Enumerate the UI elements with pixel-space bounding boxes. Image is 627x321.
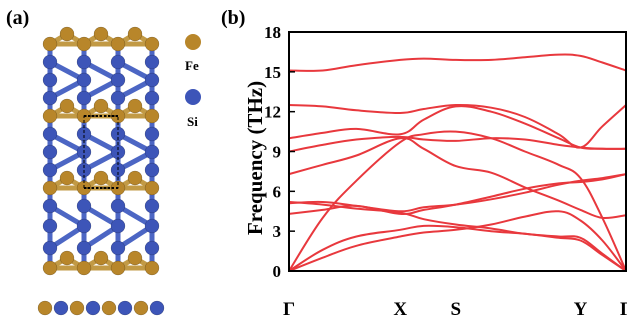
fe-atom — [76, 260, 92, 276]
si-atom — [42, 54, 58, 70]
fe-atom — [93, 170, 109, 186]
si-atom — [42, 72, 58, 88]
legend-si-marker — [185, 89, 201, 105]
phonon-branch-11 — [288, 210, 627, 272]
fe-atom — [76, 36, 92, 52]
si-atom — [110, 240, 126, 256]
si-atom — [110, 218, 126, 234]
fe-atom — [42, 36, 58, 52]
x-tick-label: Y — [574, 299, 588, 320]
si-atom — [42, 162, 58, 178]
legend: Fe Si — [185, 34, 201, 129]
fe-atom — [42, 260, 58, 276]
fe-atom — [93, 26, 109, 42]
si-atom — [42, 198, 58, 214]
si-atom — [42, 90, 58, 106]
fe-atom — [42, 108, 58, 124]
fe-atom — [144, 108, 160, 124]
phonon-branch-8 — [288, 173, 627, 215]
si-atom — [76, 72, 92, 88]
si-atom — [110, 72, 126, 88]
fe-atom — [42, 180, 58, 196]
phonon-branch-9 — [288, 201, 627, 272]
phonon-plot: 0 3 6 9 12 15 18 Γ X S Y Γ — [264, 23, 627, 320]
fe-atom — [144, 180, 160, 196]
fe-atom — [59, 26, 75, 42]
si-atom — [42, 218, 58, 234]
legend-fe-label: Fe — [185, 58, 199, 73]
si-atom — [110, 90, 126, 106]
fe-atom — [93, 98, 109, 114]
y-tick-label: 9 — [273, 143, 282, 162]
fe-atom — [110, 36, 126, 52]
si-atom — [76, 198, 92, 214]
phonon-branch-4 — [288, 135, 627, 153]
fe-atom — [59, 170, 75, 186]
y-tick-label: 3 — [273, 222, 282, 241]
crystal-structure — [37, 26, 165, 316]
fe-atom — [144, 36, 160, 52]
si-atom — [42, 126, 58, 142]
phonon-branch-6 — [288, 130, 627, 272]
si-atom — [144, 198, 160, 214]
y-tick-label: 15 — [264, 63, 281, 82]
si-atom — [53, 300, 69, 316]
y-axis-title: Frequency (THz) — [243, 81, 267, 235]
legend-si-label: Si — [187, 114, 198, 129]
si-atom — [144, 144, 160, 160]
y-tick-label: 0 — [273, 262, 282, 281]
phonon-branch-5 — [288, 137, 627, 220]
si-atom — [144, 54, 160, 70]
si-atom — [144, 240, 160, 256]
si-atom — [110, 54, 126, 70]
fe-atom — [127, 26, 143, 42]
si-atom — [76, 90, 92, 106]
panel-a-label: (a) — [6, 7, 29, 29]
si-atom — [76, 218, 92, 234]
phonon-branch-10 — [288, 224, 627, 272]
fe-atom — [93, 250, 109, 266]
si-atom — [144, 162, 160, 178]
si-atom — [85, 300, 101, 316]
y-tick-label: 18 — [264, 23, 281, 42]
si-atom — [144, 218, 160, 234]
y-tick-label: 6 — [273, 182, 282, 201]
dispersion-lines — [288, 53, 627, 272]
panel-b-label: (b) — [221, 7, 245, 29]
fe-atom — [59, 98, 75, 114]
x-tick-label: Γ — [283, 299, 295, 320]
si-atom — [76, 54, 92, 70]
x-tick-label: X — [393, 299, 407, 320]
si-atom — [76, 240, 92, 256]
phonon-branch-1 — [288, 53, 627, 72]
fe-atom — [101, 300, 117, 316]
fe-atom — [127, 250, 143, 266]
x-tick-label: Γ — [620, 299, 627, 320]
si-atom — [117, 300, 133, 316]
si-atom — [144, 90, 160, 106]
si-atom — [110, 198, 126, 214]
fe-atom — [69, 300, 85, 316]
si-atom — [144, 72, 160, 88]
legend-fe-marker — [185, 34, 201, 50]
fe-atom — [133, 300, 149, 316]
si-atom — [76, 126, 92, 142]
si-atom — [149, 300, 165, 316]
fe-atom — [37, 300, 53, 316]
si-atom — [42, 144, 58, 160]
si-atom — [42, 240, 58, 256]
x-tick-label: S — [451, 299, 462, 320]
fe-atom — [127, 98, 143, 114]
fe-atom — [110, 260, 126, 276]
y-ticks: 0 3 6 9 12 15 18 — [264, 23, 295, 281]
y-tick-label: 12 — [264, 103, 281, 122]
fe-atom — [127, 170, 143, 186]
fe-atom — [144, 260, 160, 276]
fe-atom — [59, 250, 75, 266]
si-atom — [144, 126, 160, 142]
